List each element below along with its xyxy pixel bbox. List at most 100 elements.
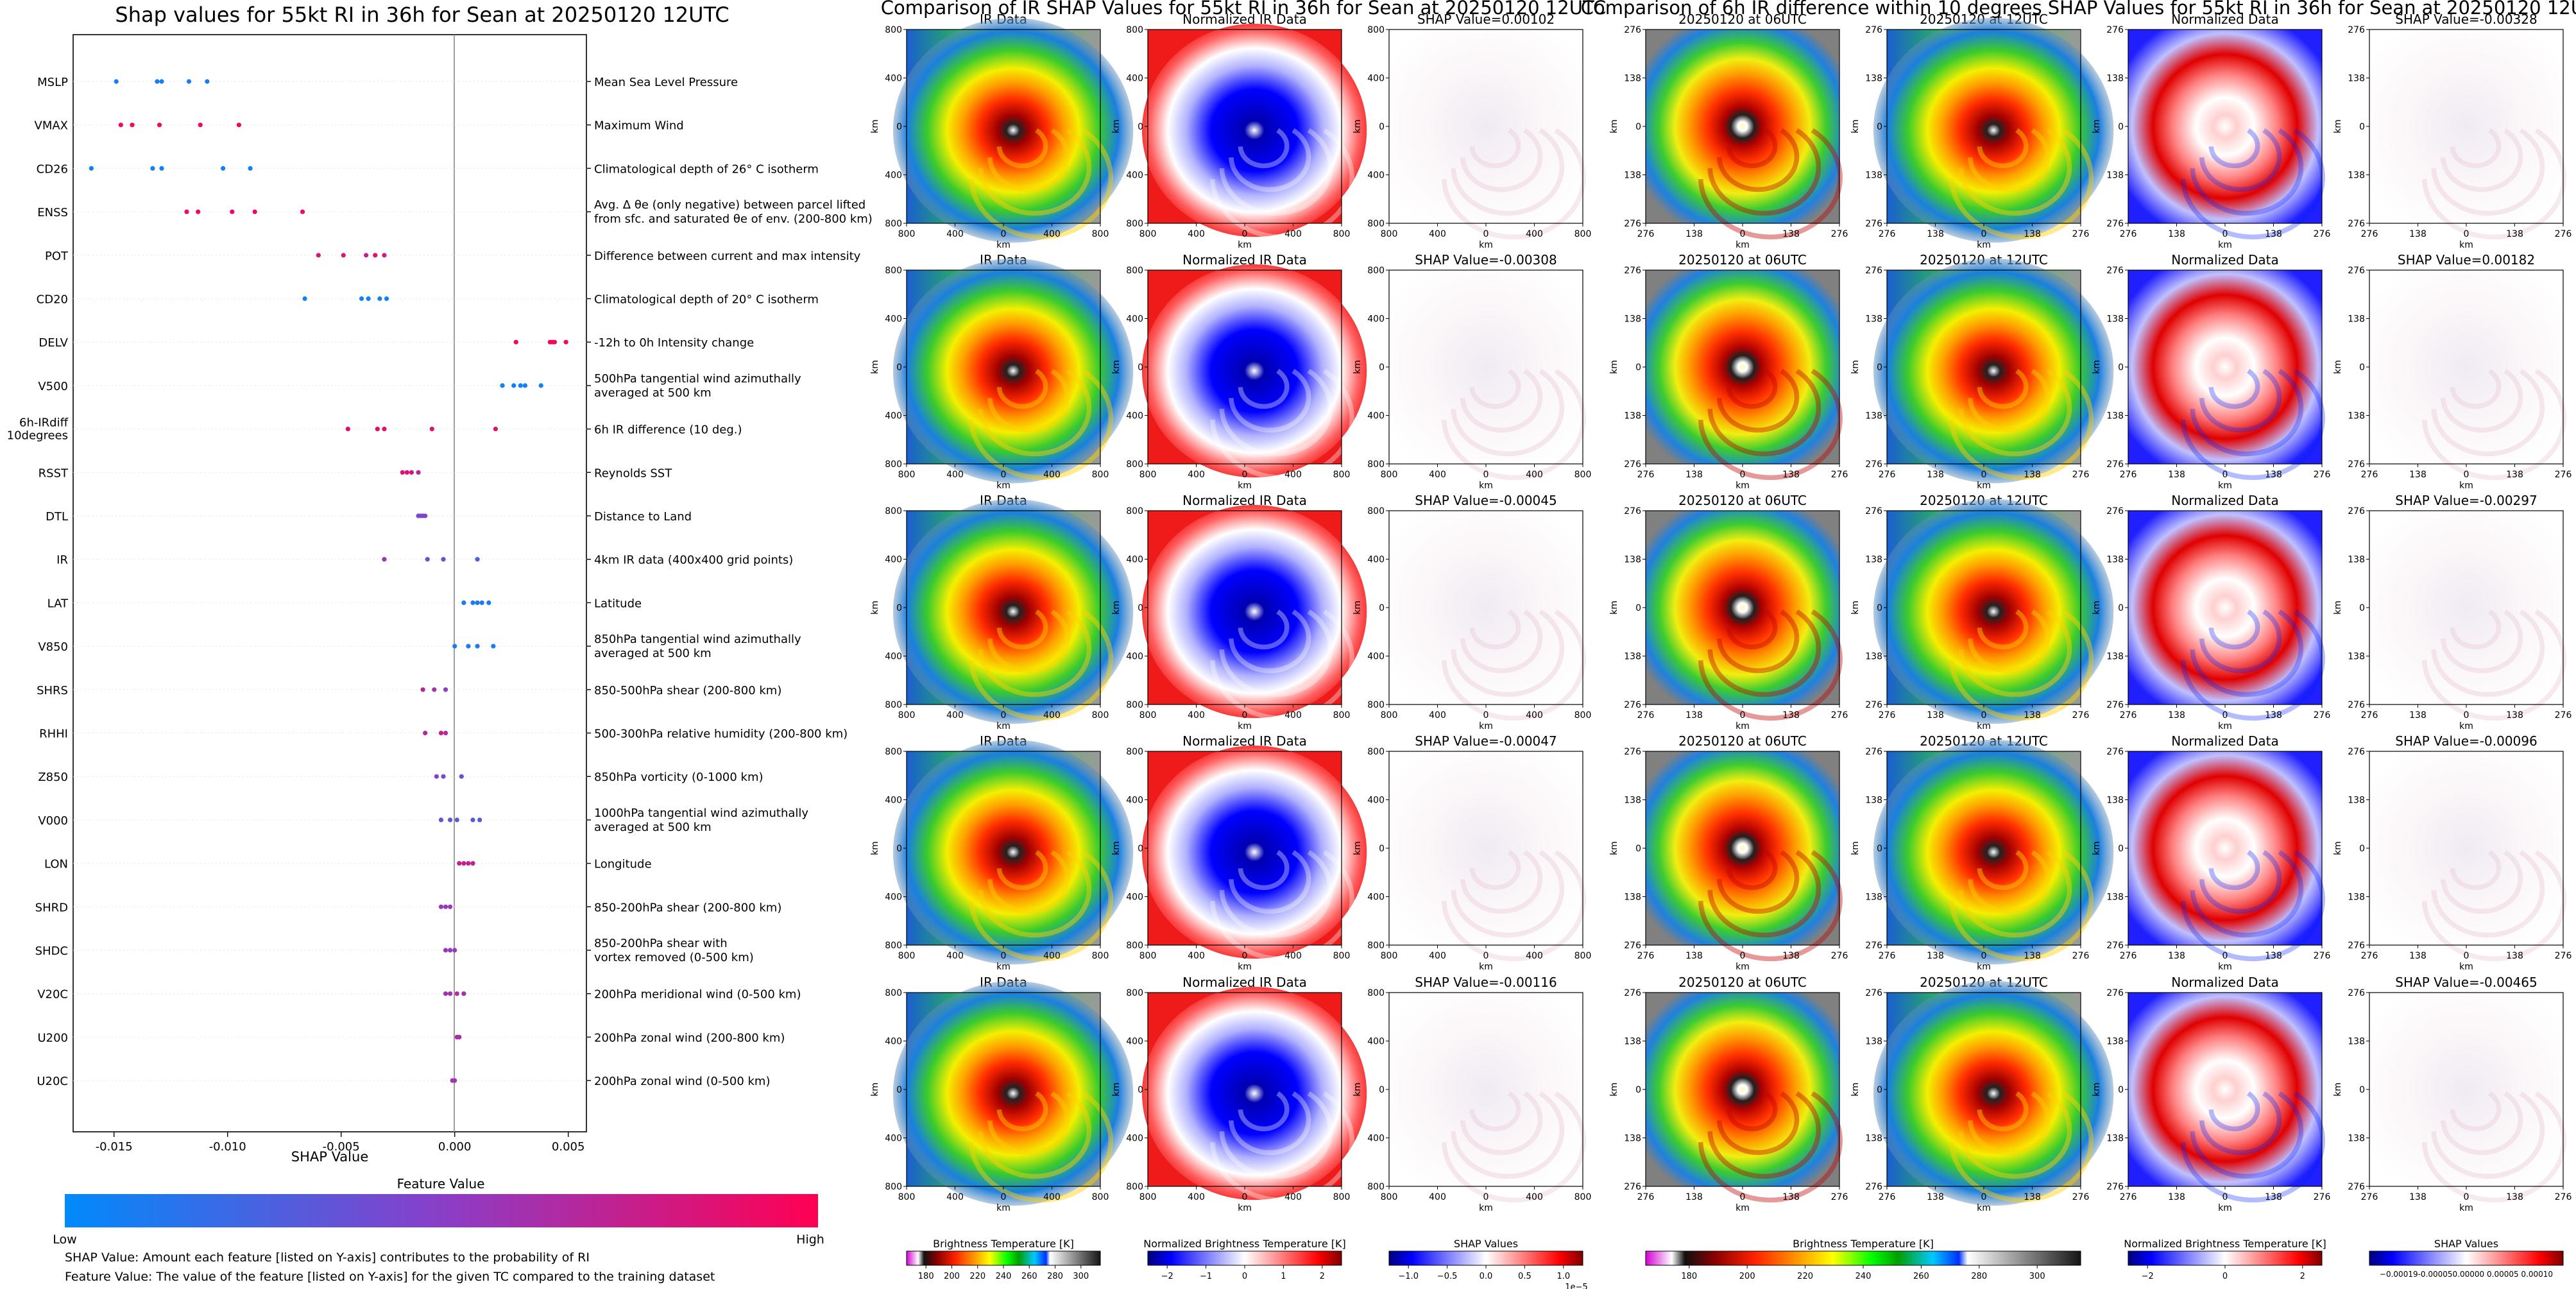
cloud-band (2180, 1091, 2325, 1203)
y-tick-label: 138 (2348, 1134, 2365, 1144)
colorbar-label: Normalized Brightness Temperature [K] (1143, 1238, 1346, 1250)
y-axis-label: km (1111, 1082, 1122, 1097)
y-tick-label: 276 (1865, 988, 1882, 998)
cloud-band (1460, 128, 1543, 192)
x-tick-label: 276 (1637, 470, 1655, 480)
colorbar-tick-label: −0.5 (1437, 1272, 1458, 1281)
subplot-title: SHAP Value=-0.00328 (2395, 12, 2537, 27)
x-tick-label: 138 (2024, 951, 2041, 961)
y-axis-label: km (1850, 119, 1861, 133)
y-tick-label: 800 (885, 219, 902, 229)
subplot-title: 20250120 at 06UTC (1678, 733, 1807, 749)
x-tick-label: 400 (946, 951, 964, 961)
y-tick-label: 0 (896, 363, 902, 373)
y-tick-label: 276 (1865, 219, 1882, 229)
cloud-band (1460, 609, 1543, 674)
x-tick-label: -0.005 (323, 1140, 360, 1154)
shap-point (538, 383, 543, 388)
cloud-band (1698, 609, 1843, 721)
y-tick-label: 800 (885, 747, 902, 757)
feature-name: MSLP (37, 76, 68, 89)
image-subplot: Normalized Data2762761381380013813827627… (2092, 493, 2330, 731)
cloud-band (1229, 368, 1311, 433)
cloud-band (1219, 128, 1333, 216)
shap-point (470, 817, 475, 823)
x-tick-label: 138 (2409, 470, 2427, 480)
shap-point (366, 296, 371, 302)
x-tick-label: 800 (1574, 951, 1592, 961)
cloud-band (1451, 1091, 1565, 1179)
x-tick-label: 138 (1685, 710, 1703, 721)
y-axis-label: km (2333, 360, 2343, 374)
y-tick-label: 138 (1624, 652, 1641, 662)
shap-point (196, 209, 201, 214)
cloud-band (1707, 609, 1821, 697)
storm-core (892, 499, 1134, 724)
image-subplot: SHAP Value=0.001028008004004000040040080… (1352, 12, 1591, 250)
y-axis-label: km (2333, 1082, 2343, 1097)
y-tick-label: 0 (1379, 363, 1385, 373)
y-tick-label: 138 (2106, 171, 2124, 181)
x-axis-label: km (996, 240, 1011, 250)
cloud-band (2421, 609, 2566, 721)
feature-description: 850-200hPa shear (200-800 km) (594, 901, 781, 914)
colorbar-tick-label: 260 (1021, 1272, 1037, 1281)
shap-point (454, 817, 459, 823)
shap-point (382, 427, 387, 432)
y-tick-label: 800 (1126, 266, 1143, 276)
storm-core (1873, 980, 2114, 1206)
cloud-band (996, 849, 1048, 891)
x-tick-label: 400 (1429, 1192, 1446, 1202)
cloud-band (1238, 368, 1290, 409)
image-subplot: 20250120 at 12UTC27627613813800138138276… (1850, 975, 2114, 1213)
y-axis-label: km (1850, 1082, 1861, 1097)
shap-point (198, 123, 203, 128)
x-tick-label: 276 (1831, 229, 1848, 239)
y-tick-label: 276 (1865, 700, 1882, 710)
x-tick-label: 138 (1927, 470, 1944, 480)
y-tick-label: 0 (1877, 1085, 1882, 1095)
feature-description: Reynolds SST (594, 466, 672, 480)
cloud-band (1977, 1091, 2029, 1132)
feature-name: 10degrees (7, 429, 68, 443)
y-tick-label: 400 (885, 1134, 902, 1144)
y-tick-label: 400 (1367, 411, 1385, 422)
x-tick-label: 0 (2464, 470, 2469, 480)
cloud-band (2421, 368, 2566, 481)
y-tick-label: 276 (1624, 988, 1641, 998)
y-tick-label: 800 (1126, 506, 1143, 516)
x-tick-label: 276 (1637, 229, 1655, 239)
x-axis-label: km (996, 962, 1011, 972)
x-tick-label: 800 (1574, 710, 1592, 721)
x-tick-label: 276 (2072, 1192, 2090, 1202)
shap-point (454, 991, 459, 996)
colorbar-tick-label: 260 (1913, 1272, 1929, 1281)
x-tick-label: 138 (1927, 710, 1944, 721)
x-tick-label: 0 (1483, 470, 1489, 480)
x-axis-label: km (1238, 240, 1252, 250)
cloud-band (1210, 849, 1355, 962)
cloud-band (978, 1091, 1092, 1179)
x-tick-label: 138 (1782, 710, 1800, 721)
feature-name: U20C (37, 1075, 68, 1088)
shap-point (461, 600, 466, 606)
shap-point (205, 79, 210, 84)
x-tick-label: 138 (2168, 470, 2185, 480)
cloud-band (978, 128, 1092, 216)
x-axis-label: km (2459, 1203, 2473, 1213)
cloud-band (2421, 1091, 2566, 1203)
y-tick-label: 0 (2118, 363, 2124, 373)
x-axis-label: km (1736, 962, 1750, 972)
image-subplot: Normalized IR Data8008004004000040040080… (1111, 975, 1367, 1213)
feature-row: RSST Reynolds SST (38, 466, 673, 480)
x-tick-label: 276 (2555, 710, 2572, 721)
shap-point (438, 817, 444, 823)
normalized-image (2128, 751, 2322, 945)
shap-point (118, 123, 123, 128)
y-tick-label: 400 (885, 796, 902, 806)
cloud-band (2450, 368, 2502, 409)
x-tick-label: 800 (898, 470, 916, 480)
x-tick-label: 138 (1927, 951, 1944, 961)
y-tick-label: 400 (885, 652, 902, 662)
shap-point (416, 470, 421, 475)
